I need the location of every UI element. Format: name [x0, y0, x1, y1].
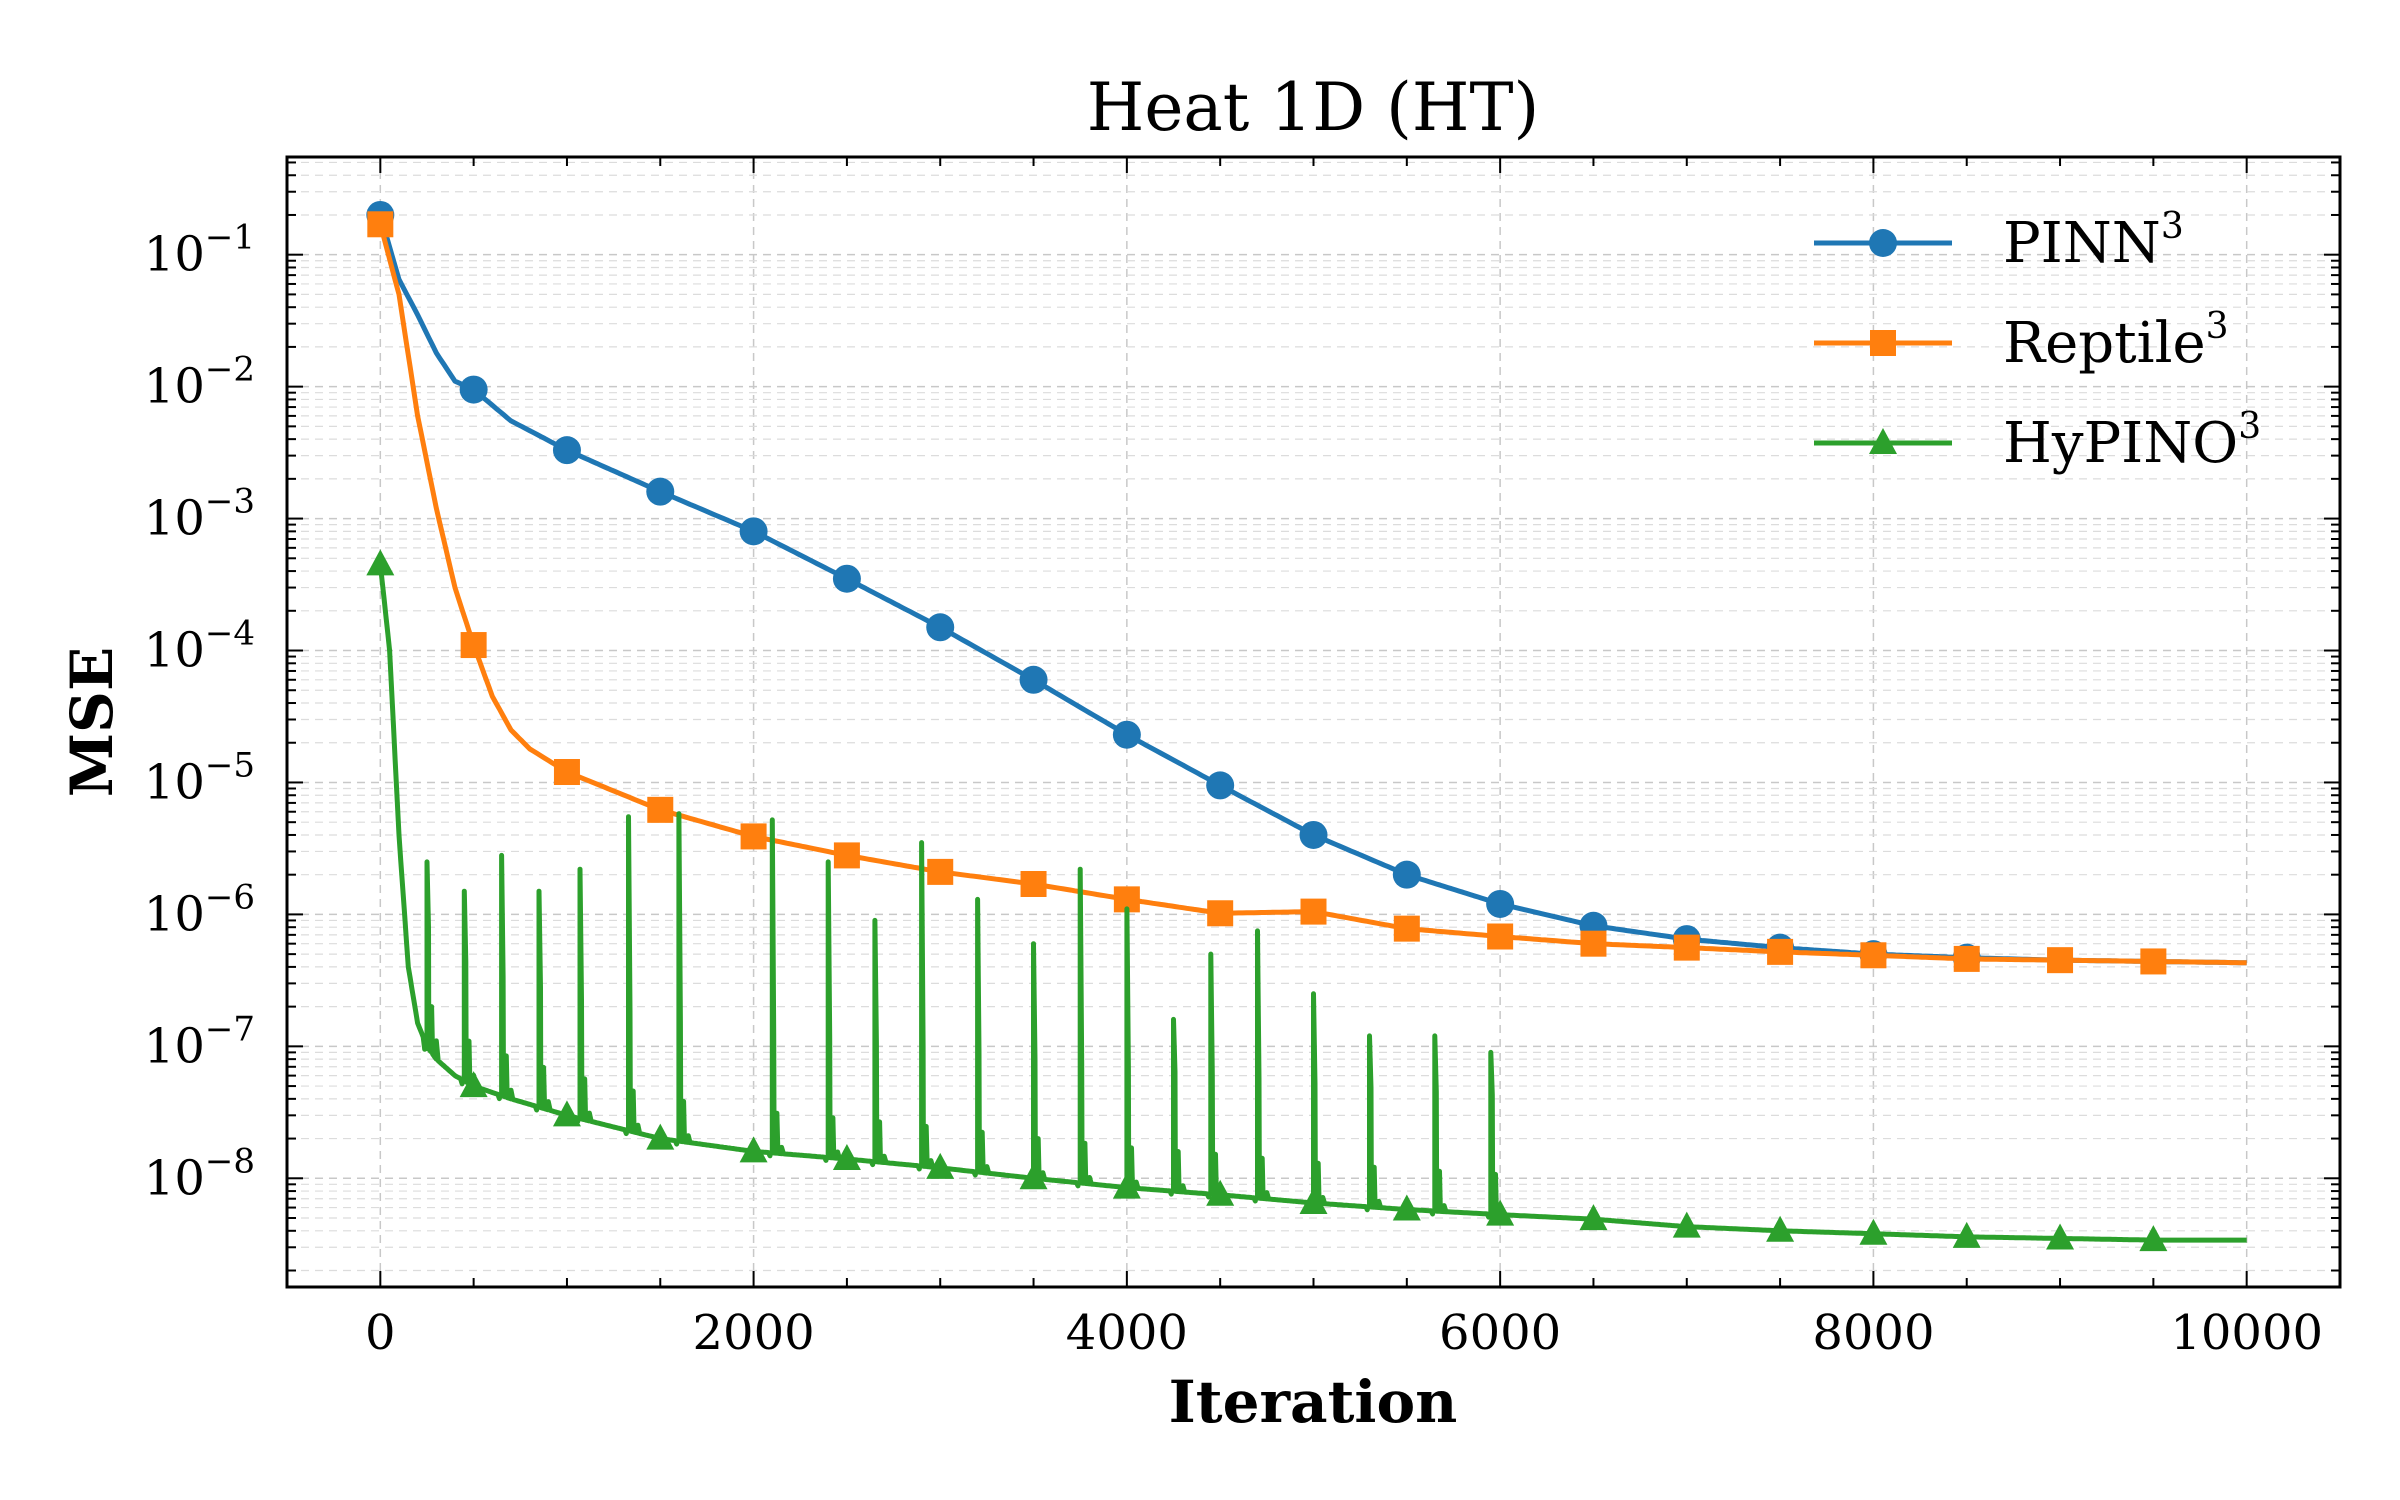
marker-hypino [1112, 1172, 1141, 1199]
marker-hypino [366, 549, 395, 576]
marker-hypino [1299, 1187, 1328, 1214]
marker-pinn [926, 613, 955, 642]
marker-hypino [832, 1144, 861, 1171]
y-tick-label: 10−3 [144, 482, 255, 547]
marker-reptile [1767, 938, 1794, 965]
marker-reptile [460, 632, 487, 659]
marker-pinn [739, 517, 768, 546]
axes: 0 2000 4000 6000 8000 10000 10−1 10−2 10−3 10−4 10… [144, 155, 2342, 1361]
legend: PINN3 Reptile3 HyPINO3 [1814, 206, 2261, 476]
legend-item-pinn: PINN3 [1814, 206, 2184, 276]
marker-reptile [1020, 870, 1047, 897]
marker-reptile [2047, 947, 2074, 974]
marker-reptile [367, 211, 394, 238]
marker-hypino [1206, 1179, 1235, 1206]
marker-reptile [740, 823, 767, 850]
marker-reptile [1860, 942, 1887, 969]
marker-pinn [1206, 771, 1235, 800]
marker-hypino [1019, 1163, 1048, 1190]
legend-marker-reptile [1870, 330, 1896, 356]
marker-hypino [552, 1100, 581, 1127]
x-tick-label: 4000 [1066, 1305, 1188, 1361]
marker-hypino [1392, 1194, 1421, 1221]
marker-hypino [926, 1152, 955, 1179]
y-tick-label: 10−4 [144, 614, 255, 679]
marker-reptile [1487, 923, 1514, 950]
marker-hypino [1952, 1221, 1981, 1248]
marker-pinn [1299, 820, 1328, 849]
marker-pinn [832, 564, 861, 593]
y-tick-label: 10−5 [144, 745, 255, 810]
legend-marker-pinn [1869, 229, 1897, 257]
marker-hypino [2046, 1223, 2075, 1250]
marker-reptile [1953, 945, 1980, 972]
marker-hypino [1859, 1218, 1888, 1245]
y-tick-label: 10−1 [144, 218, 255, 283]
series-hypino [366, 549, 2248, 1252]
marker-hypino [1672, 1211, 1701, 1238]
legend-item-hypino: HyPINO3 [1814, 406, 2261, 476]
marker-reptile [833, 842, 860, 869]
marker-reptile [1393, 915, 1420, 942]
y-tick-label: 10−8 [144, 1141, 255, 1206]
series-pinn [366, 200, 2247, 972]
plot-area [366, 200, 2248, 1252]
marker-reptile [1673, 934, 1700, 961]
marker-pinn [552, 436, 581, 465]
line-hypino [377, 564, 2248, 1243]
marker-hypino [1579, 1204, 1608, 1231]
legend-label-hypino: HyPINO3 [2003, 406, 2261, 476]
marker-hypino [646, 1123, 675, 1150]
x-tick-label: 2000 [693, 1305, 815, 1361]
marker-reptile [2140, 948, 2167, 975]
marker-hypino [2139, 1225, 2168, 1252]
marker-reptile [1300, 898, 1327, 925]
y-axis-label: MSE [58, 647, 126, 797]
y-tick-label: 10−6 [144, 877, 255, 942]
x-tick-label: 0 [365, 1305, 396, 1361]
marker-pinn [1392, 860, 1421, 889]
marker-pinn [459, 375, 488, 404]
marker-reptile [553, 759, 580, 786]
marker-reptile [647, 796, 674, 823]
chart-title: Heat 1D (HT) [1087, 69, 1539, 146]
marker-pinn [1486, 889, 1515, 918]
marker-reptile [1580, 930, 1607, 957]
series-reptile [367, 211, 2247, 975]
marker-pinn [1112, 720, 1141, 749]
marker-hypino [739, 1136, 768, 1163]
legend-item-reptile: Reptile3 [1814, 306, 2229, 376]
marker-reptile [927, 858, 954, 885]
y-tick-label: 10−2 [144, 350, 255, 415]
marker-hypino [1486, 1199, 1515, 1226]
plot-frame [285, 155, 2342, 1289]
line-pinn [377, 214, 2247, 966]
marker-hypino [1766, 1215, 1795, 1242]
marker-pinn [646, 477, 675, 506]
legend-label-reptile: Reptile3 [2003, 306, 2229, 376]
legend-label-pinn: PINN3 [2003, 206, 2184, 276]
x-tick-label: 6000 [1439, 1305, 1561, 1361]
x-tick-label: 10000 [2170, 1305, 2323, 1361]
x-axis-label: Iteration [1169, 1368, 1458, 1436]
legend-marker-hypino [1869, 428, 1897, 454]
marker-hypino [459, 1071, 488, 1098]
marker-reptile [1207, 900, 1234, 927]
x-tick-label: 8000 [1812, 1305, 1934, 1361]
y-tick-label: 10−7 [144, 1009, 255, 1074]
marker-pinn [1019, 665, 1048, 694]
